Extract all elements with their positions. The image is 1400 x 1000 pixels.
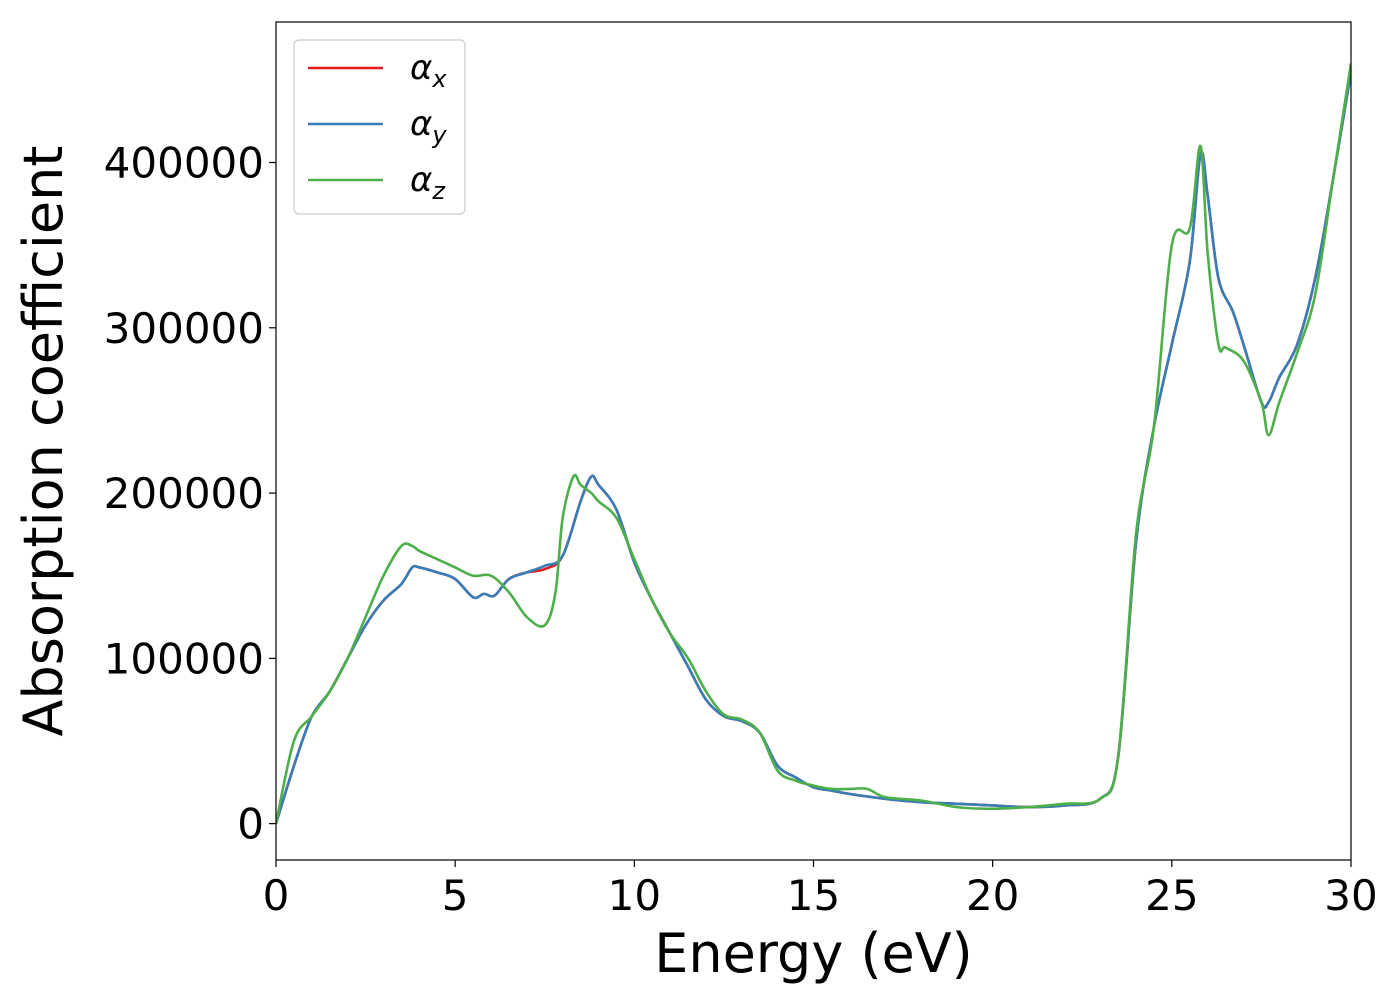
y-tick-label: 0: [237, 800, 264, 849]
legend: αx αy αz: [293, 39, 466, 215]
x-axis-label: Energy (eV): [654, 922, 973, 985]
x-tick-label: 25: [1145, 871, 1198, 920]
y-axis-label: Absorption coefficient: [12, 146, 75, 737]
x-tick-label: 20: [966, 871, 1019, 920]
series-line-y: [276, 71, 1351, 825]
x-axis-ticks: 0 5 10 15 20 25 30: [263, 860, 1378, 920]
y-axis-ticks: 0 100000 200000 300000 400000: [104, 138, 276, 849]
legend-label-z: αz: [410, 160, 446, 205]
x-tick-label: 15: [787, 871, 840, 920]
x-tick-label: 10: [608, 871, 661, 920]
series-lines: [276, 63, 1351, 825]
y-tick-label: 400000: [104, 138, 264, 187]
y-tick-label: 100000: [104, 634, 264, 683]
y-tick-label: 200000: [104, 469, 264, 518]
plot-area: [275, 21, 1352, 861]
x-tick-label: 30: [1324, 871, 1377, 920]
legend-box: [293, 39, 466, 215]
y-tick-label: 300000: [104, 304, 264, 353]
legend-label-x: αx: [410, 48, 447, 93]
x-tick-label: 0: [263, 871, 290, 920]
series-line-z: [276, 63, 1351, 824]
legend-label-y: αy: [410, 104, 447, 149]
x-tick-label: 5: [442, 871, 469, 920]
